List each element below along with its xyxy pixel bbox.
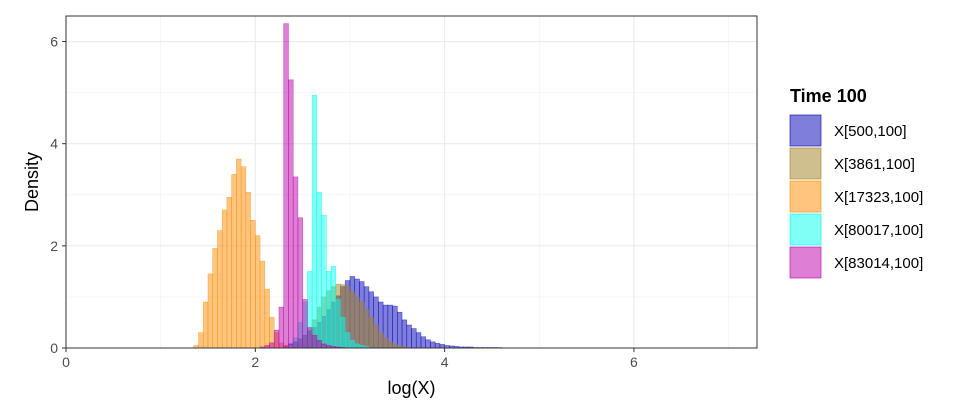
legend-label: X[17323,100] — [834, 189, 923, 206]
legend-item: X[3861,100] — [789, 147, 915, 180]
histogram-bar — [321, 343, 327, 349]
histogram-bar — [321, 214, 327, 349]
legend-item: X[83014,100] — [789, 246, 923, 279]
histogram-bar — [425, 339, 431, 349]
histogram-bar — [202, 301, 209, 349]
x-tick-label: 6 — [630, 354, 638, 370]
legend-label: X[80017,100] — [834, 222, 923, 239]
x-tick-label: 0 — [62, 354, 70, 370]
histogram-bar — [255, 235, 261, 349]
histogram-bar — [250, 220, 256, 349]
histogram-bar — [198, 332, 204, 349]
legend: Time 100 X[500,100] X[3861,100] X[17323,10… — [789, 86, 923, 279]
histogram-bar — [307, 327, 313, 349]
histogram-bar — [240, 166, 247, 349]
series-2-bars — [193, 158, 294, 349]
histogram-bar — [297, 217, 303, 349]
legend-swatch — [789, 147, 822, 180]
legend-item: X[17323,100] — [789, 180, 923, 213]
histogram-bar — [354, 296, 360, 349]
histogram-bar — [349, 340, 356, 349]
axes: 0 2 4 6 0 2 4 6 — [50, 34, 638, 370]
histogram-bar — [406, 324, 412, 349]
histogram-bar — [340, 317, 346, 349]
histogram-bar — [316, 191, 322, 349]
histogram-bar — [392, 344, 398, 349]
histogram-bar — [221, 209, 228, 349]
legend-label: X[83014,100] — [834, 255, 923, 272]
histogram-bar — [359, 301, 365, 349]
histogram-bar — [430, 341, 436, 349]
histogram-bar — [326, 271, 332, 349]
plot-panel — [65, 15, 758, 349]
histogram-bar — [236, 158, 242, 349]
histogram-bar — [368, 317, 374, 349]
legend-swatch — [789, 213, 822, 246]
histogram-bar — [288, 79, 294, 349]
histogram-bar — [311, 94, 318, 349]
histogram-bar — [207, 273, 214, 349]
histogram-bar — [387, 304, 393, 349]
histogram-bar — [363, 309, 370, 349]
histogram-bar — [415, 332, 422, 349]
histogram-bar — [373, 324, 379, 349]
histogram-bar — [316, 340, 322, 349]
histogram-bar — [259, 260, 266, 349]
legend-item: X[500,100] — [789, 114, 907, 147]
histogram-bar — [392, 305, 398, 349]
x-tick-label: 4 — [441, 354, 449, 370]
y-tick-label: 4 — [50, 136, 58, 152]
y-tick-label: 6 — [50, 34, 58, 50]
histogram-bar — [397, 311, 403, 349]
y-tick-label: 0 — [50, 340, 58, 356]
legend-items: X[500,100] X[3861,100] X[17323,100] X[80017… — [789, 114, 923, 279]
histogram-bar — [335, 299, 341, 349]
legend-swatch — [789, 180, 822, 213]
histogram-bar — [354, 343, 360, 349]
histogram-bar — [226, 197, 232, 349]
y-tick-label: 2 — [50, 238, 58, 254]
histogram-bar — [382, 337, 389, 349]
x-tick-label: 2 — [251, 354, 259, 370]
histogram-bar — [231, 174, 237, 349]
histogram-bar — [434, 343, 441, 349]
histogram-bar — [245, 191, 251, 349]
histogram-bar — [212, 248, 218, 349]
legend-swatch — [789, 114, 822, 147]
histogram-bar — [302, 299, 308, 349]
legend-swatch — [789, 246, 822, 279]
histogram-bars — [193, 23, 502, 349]
legend-label: X[3861,100] — [834, 156, 915, 173]
histogram-bar — [283, 23, 289, 349]
histogram-bar — [378, 332, 384, 349]
histogram-bar — [349, 291, 356, 349]
histogram-bar — [411, 328, 417, 349]
legend-label: X[500,100] — [834, 123, 907, 140]
histogram-bar — [401, 319, 408, 349]
histogram-bar — [292, 176, 299, 349]
histogram-bar — [278, 306, 285, 349]
histogram-bar — [387, 341, 393, 349]
x-axis-label: log(X) — [387, 378, 435, 398]
legend-item: X[80017,100] — [789, 213, 923, 246]
histogram-bar — [264, 288, 270, 349]
histogram-bar — [217, 230, 223, 349]
histogram-bar — [330, 265, 337, 349]
histogram-bar — [439, 344, 445, 349]
legend-title: Time 100 — [790, 86, 867, 106]
y-axis-label: Density — [22, 152, 42, 212]
histogram-bar — [344, 332, 351, 349]
panel-background — [66, 16, 757, 348]
histogram-bar — [273, 329, 280, 349]
histogram-bar — [420, 336, 426, 349]
histogram-bar — [269, 342, 275, 349]
histogram-bar — [311, 334, 318, 349]
panel-border — [65, 15, 758, 349]
